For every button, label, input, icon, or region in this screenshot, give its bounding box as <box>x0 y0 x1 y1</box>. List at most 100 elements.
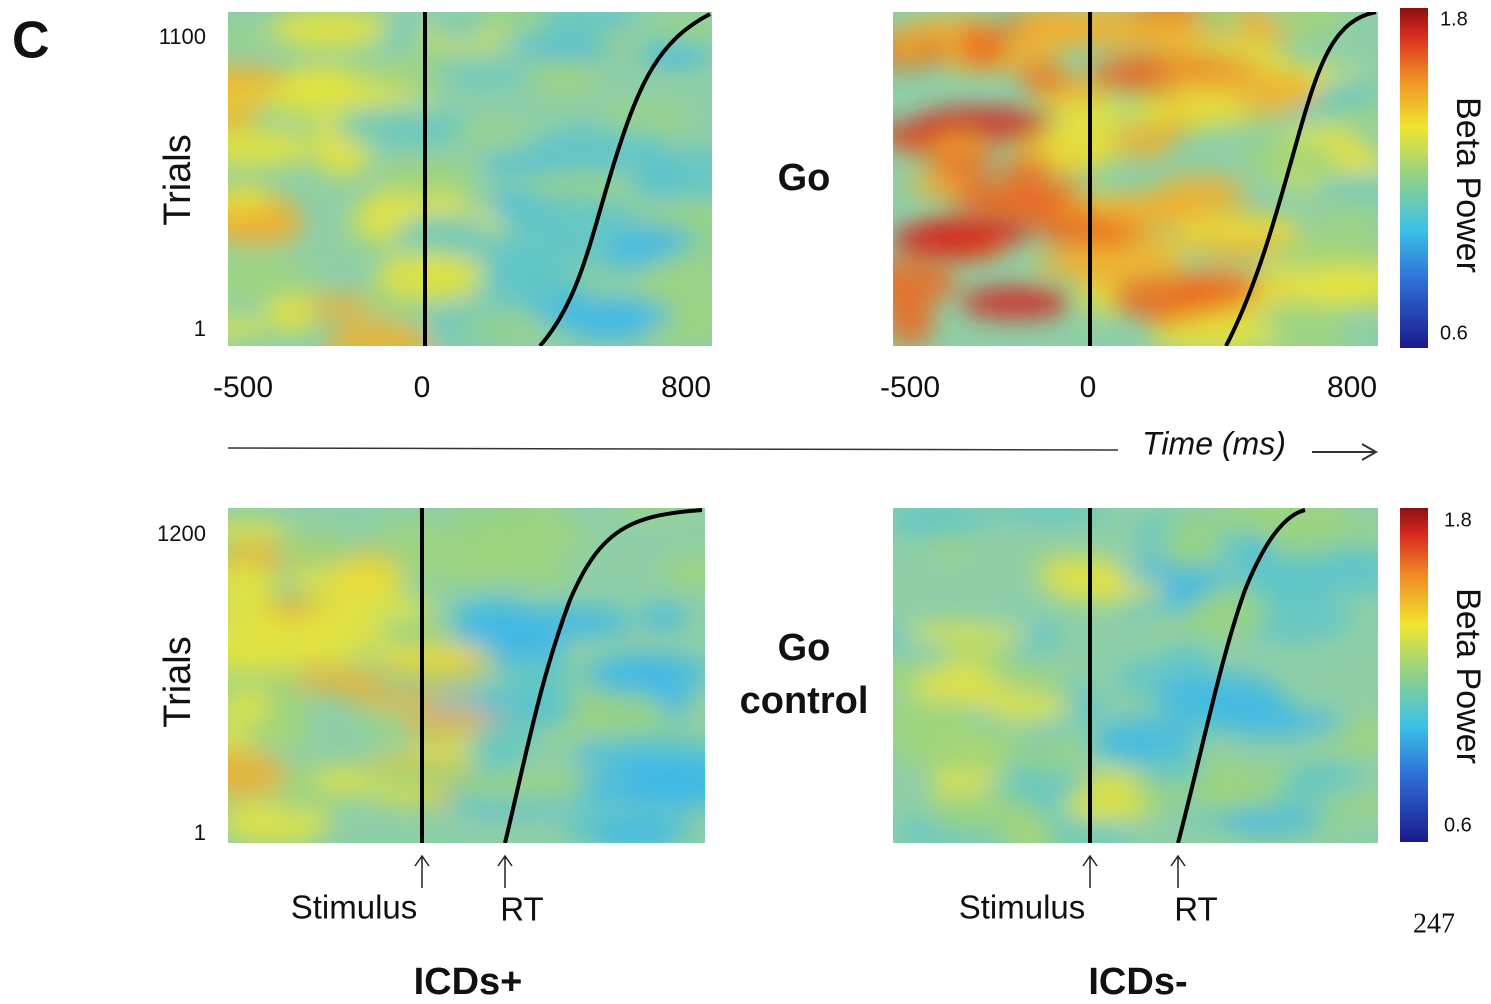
heatmap-blob <box>592 817 680 843</box>
heatmap-blob <box>583 652 705 695</box>
heatmap-blob <box>1093 193 1202 228</box>
group-label: ICDs+ <box>414 961 523 1003</box>
heatmap-blob <box>893 259 958 307</box>
heatmap-blob <box>228 317 267 339</box>
heatmap-blob <box>514 605 633 639</box>
heatmap-blob <box>228 282 318 300</box>
heatmap-blob <box>452 597 536 635</box>
heatmap-blob <box>255 613 387 655</box>
heatmap-blob <box>603 508 701 517</box>
heatmap-blob <box>405 552 538 586</box>
heatmap-blob <box>228 749 288 799</box>
heatmap-blob <box>474 264 591 300</box>
heatmap-blob <box>1237 548 1352 601</box>
y-tick-label: 1200 <box>157 521 206 546</box>
time-axis-line <box>227 447 1119 451</box>
heatmap-blob <box>228 185 274 213</box>
heatmap-blob <box>375 251 492 301</box>
heatmap-blob <box>361 708 420 735</box>
heatmap-blob <box>1110 276 1221 320</box>
heatmap-blob <box>569 296 665 342</box>
heatmap-blob <box>465 523 596 557</box>
marker-label: RT <box>1174 891 1217 928</box>
heatmap-blob <box>228 251 303 277</box>
stimulus-arrow <box>414 854 430 888</box>
heatmap-blob <box>1110 124 1175 159</box>
y-axis-label: Trials <box>157 134 199 225</box>
heatmap-blob <box>986 508 1111 523</box>
heatmap-blob <box>1270 784 1327 805</box>
heatmap-blob <box>1265 12 1347 39</box>
heatmap-blob <box>498 194 636 239</box>
heatmap-blob <box>1194 12 1248 35</box>
heatmap-blob <box>1162 520 1217 568</box>
heatmap-blob <box>954 193 1044 210</box>
heatmap-blob <box>960 285 1072 320</box>
panel-label: C <box>12 12 50 70</box>
heatmap-blob <box>1217 808 1323 838</box>
x-tick-label: -500 <box>880 371 940 404</box>
heatmap-blob <box>905 172 967 197</box>
heatmap-texture <box>893 508 1378 843</box>
heatmap-blob <box>1145 614 1250 638</box>
heatmap-blob <box>1255 299 1340 330</box>
heatmap-blob <box>228 561 279 612</box>
heatmap-blob <box>1140 750 1206 783</box>
heatmap-blob <box>228 690 272 721</box>
heatmap-blob <box>373 645 488 670</box>
marker-label: RT <box>500 891 543 928</box>
heatmap-blob <box>356 760 475 792</box>
heatmap-blob <box>1084 770 1139 792</box>
colorbar-label: Beta Power <box>1449 97 1487 273</box>
heatmap-blob <box>1130 92 1249 130</box>
heatmap-blob <box>471 720 530 769</box>
heatmap-blob <box>561 689 666 735</box>
heatmap-blob <box>1017 65 1068 90</box>
heatmap-blob <box>923 790 1035 834</box>
heatmap <box>893 508 1378 843</box>
heatmap-blob <box>1314 207 1378 233</box>
heatmap-blob <box>1038 122 1126 168</box>
rt-curve <box>1176 508 1306 843</box>
marker-label: Stimulus <box>959 889 1086 926</box>
heatmap-blob <box>611 242 676 263</box>
heatmap-blob <box>361 291 422 319</box>
heatmap-blob <box>1173 217 1305 240</box>
heatmap-blob <box>597 104 689 132</box>
heatmap-blob <box>1270 232 1378 274</box>
heatmap-blob <box>956 23 1009 68</box>
heatmap-blob <box>1051 99 1135 127</box>
heatmap-blob <box>893 656 925 694</box>
rt-curve <box>503 508 703 843</box>
heatmap-blob <box>533 124 666 169</box>
heatmap-blob <box>228 210 305 246</box>
heatmap <box>228 12 712 346</box>
heatmap-blob <box>345 68 454 90</box>
heatmap-blob <box>387 43 444 63</box>
heatmap-blob <box>638 149 712 201</box>
x-tick-label: 0 <box>1080 371 1097 404</box>
heatmap-blob <box>325 320 433 346</box>
heatmap-blob <box>395 215 493 252</box>
heatmap-blob <box>902 623 1031 645</box>
heatmaps <box>228 12 1378 843</box>
heatmap-blob <box>313 133 371 178</box>
heatmap-blob <box>456 771 587 803</box>
heatmap-blob <box>451 316 545 340</box>
heatmap-blob <box>1150 317 1281 346</box>
heatmap-blob <box>272 530 355 572</box>
heatmap-blob <box>1076 580 1168 600</box>
stimulus-arrow <box>1082 854 1098 888</box>
heatmap-blob <box>543 12 604 48</box>
rt-curve <box>1224 12 1377 346</box>
y-axis-label: Trials <box>157 636 199 727</box>
heatmap <box>228 508 705 843</box>
heatmap-blob <box>228 64 288 97</box>
heatmap-blob <box>228 29 276 49</box>
x-tick-label: 0 <box>414 371 431 404</box>
heatmap-texture <box>893 12 1378 346</box>
time-arrow <box>1312 443 1379 461</box>
heatmap-blob <box>927 150 1002 172</box>
heatmap-blob <box>269 12 389 51</box>
